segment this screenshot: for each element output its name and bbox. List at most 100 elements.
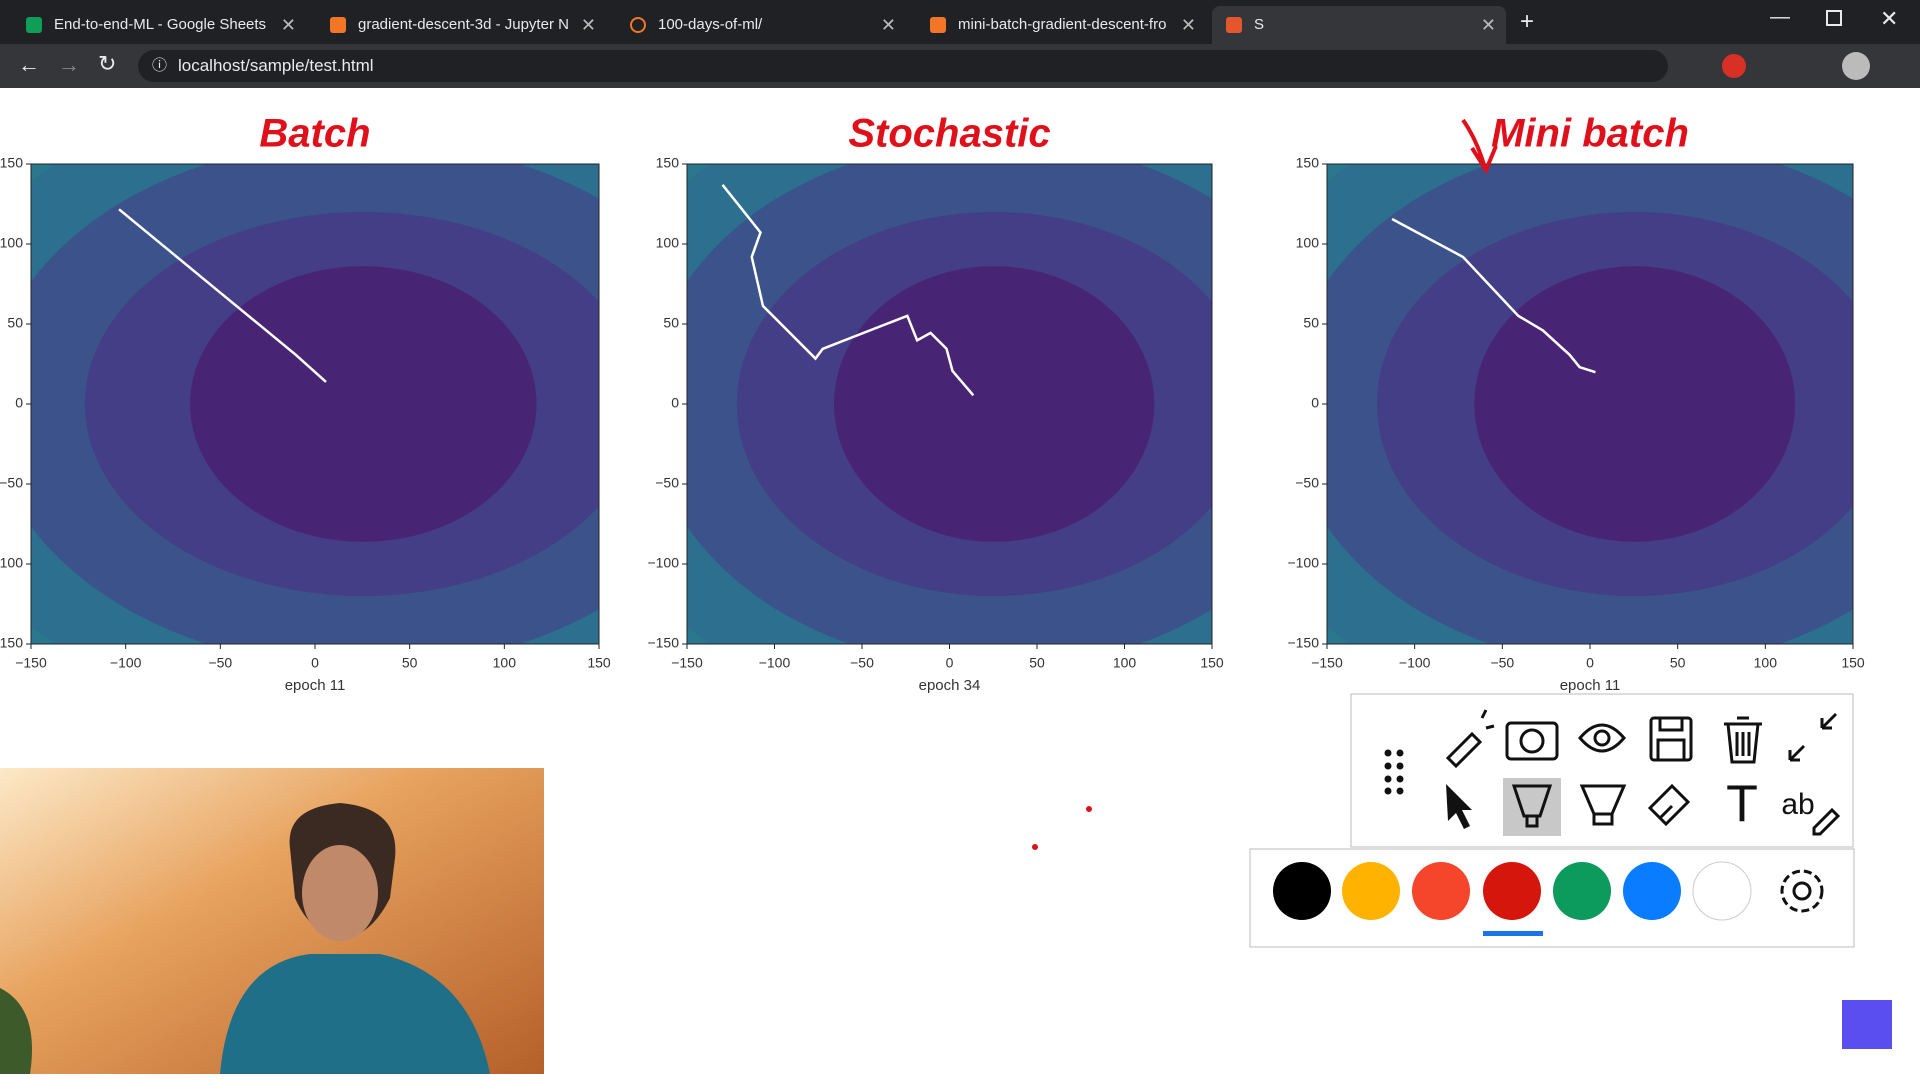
draw-toolbar: T ab bbox=[1249, 693, 1855, 948]
text-tool[interactable]: T bbox=[1726, 776, 1758, 834]
tab[interactable]: S ✕ bbox=[1212, 6, 1506, 44]
toolbar: ← → ↻ ⓘ localhost/sample/test.html bbox=[0, 44, 1920, 88]
y-tick-label: −150 bbox=[1287, 635, 1319, 651]
laser-tool[interactable] bbox=[1445, 709, 1495, 769]
minimize[interactable]: — bbox=[1770, 6, 1790, 28]
color-swatch[interactable] bbox=[1273, 862, 1331, 920]
y-tick-label: 100 bbox=[656, 235, 680, 251]
reload[interactable]: ↻ bbox=[98, 51, 117, 76]
x-tick-label: −100 bbox=[1399, 655, 1431, 671]
x-tick-label: −150 bbox=[15, 655, 47, 671]
plot: −150 −100 −50 0 50 100 150 −150 −100 −50 0 50 100 150… bbox=[0, 112, 611, 694]
delete-tool[interactable] bbox=[1724, 716, 1762, 764]
y-tick-label: −100 bbox=[1287, 555, 1319, 571]
content: −150 −100 −50 0 50 100 150 −150 −100 −50 0 50 100 150… bbox=[0, 112, 1892, 1074]
contour bbox=[687, 164, 1212, 644]
y-tick-label: 150 bbox=[1296, 155, 1320, 171]
y-tick-label: −50 bbox=[655, 475, 679, 491]
y-tick-label: 0 bbox=[15, 395, 23, 411]
x-tick-label: 150 bbox=[587, 655, 611, 671]
tab-title: gradient-descent-3d - Jupyter N bbox=[358, 16, 569, 33]
eraser-tool[interactable] bbox=[1647, 783, 1691, 827]
back[interactable]: ← bbox=[18, 52, 40, 77]
x-tick-label: −150 bbox=[1311, 655, 1343, 671]
drag-handle[interactable] bbox=[1384, 749, 1404, 795]
contour bbox=[1327, 164, 1853, 644]
plot: −150 −100 −50 0 50 100 150 −150 −100 −50 0 50 100 150… bbox=[647, 112, 1224, 694]
url: localhost/sample/test.html bbox=[178, 56, 374, 75]
tab-close[interactable]: ✕ bbox=[1480, 15, 1496, 35]
color-swatch[interactable] bbox=[1553, 862, 1611, 920]
highlight-text-tool[interactable]: ab bbox=[1781, 788, 1814, 821]
y-tick-label: −150 bbox=[647, 635, 679, 651]
pointer-tool[interactable] bbox=[1446, 784, 1472, 829]
x-tick-label: −50 bbox=[1490, 655, 1514, 671]
handwritten-title: Mini batch bbox=[1491, 112, 1689, 156]
address-bar[interactable]: ⓘ localhost/sample/test.html bbox=[138, 50, 1668, 82]
x-tick-label: −150 bbox=[671, 655, 703, 671]
tab-close[interactable]: ✕ bbox=[280, 15, 296, 35]
x-tick-label: −100 bbox=[110, 655, 142, 671]
forward[interactable]: → bbox=[58, 52, 80, 77]
tool-panel bbox=[1350, 693, 1854, 848]
tab[interactable]: gradient-descent-3d - Jupyter N ✕ bbox=[316, 6, 606, 44]
y-tick-label: 100 bbox=[0, 235, 23, 251]
x-tick-label: 0 bbox=[311, 655, 319, 671]
color-swatch[interactable] bbox=[1342, 862, 1400, 920]
tab-icon bbox=[630, 17, 646, 33]
x-tick-label: −50 bbox=[850, 655, 874, 671]
corner-widget[interactable] bbox=[1842, 1000, 1892, 1049]
tab-close[interactable]: ✕ bbox=[1174, 6, 1196, 44]
tab-title: S bbox=[1254, 16, 1265, 33]
x-tick-label: 100 bbox=[1113, 655, 1137, 671]
y-tick-label: −100 bbox=[0, 555, 23, 571]
tab-icon bbox=[1226, 17, 1242, 33]
tab-title: 100-days-of-ml/ bbox=[658, 16, 763, 33]
x-tick-label: 150 bbox=[1200, 655, 1224, 671]
x-axis-label: epoch 11 bbox=[285, 677, 346, 694]
contour bbox=[31, 164, 599, 644]
y-tick-label: −50 bbox=[0, 475, 23, 491]
trajectory bbox=[721, 184, 975, 397]
extension[interactable] bbox=[1722, 54, 1746, 78]
trajectory bbox=[1391, 217, 1596, 374]
trajectory bbox=[118, 208, 327, 383]
view-tool[interactable] bbox=[1578, 723, 1626, 753]
tab-close[interactable]: ✕ bbox=[574, 6, 596, 44]
ink-dot bbox=[1032, 844, 1038, 850]
x-tick-label: 0 bbox=[1586, 655, 1594, 671]
tab[interactable]: End-to-end-ML - Google Sheets ✕ bbox=[12, 6, 306, 44]
handwritten-title: Batch bbox=[259, 112, 370, 156]
screenshot-tool[interactable] bbox=[1505, 721, 1559, 761]
tab[interactable]: mini-batch-gradient-descent-fro ✕ bbox=[916, 6, 1206, 44]
y-tick-label: 50 bbox=[7, 315, 23, 331]
x-tick-label: −50 bbox=[208, 655, 232, 671]
y-tick-label: −150 bbox=[0, 635, 23, 651]
y-tick-label: 50 bbox=[1303, 315, 1319, 331]
new-tab[interactable]: + bbox=[1520, 8, 1535, 35]
plots: −150 −100 −50 0 50 100 150 −150 −100 −50 0 50 100 150… bbox=[0, 112, 1865, 694]
x-tick-label: 50 bbox=[1029, 655, 1045, 671]
x-axis-label: epoch 11 bbox=[1560, 677, 1621, 694]
tab-close[interactable]: ✕ bbox=[880, 15, 896, 35]
ink-dot bbox=[1086, 806, 1092, 812]
tab[interactable]: 100-days-of-ml/ ✕ bbox=[616, 6, 906, 44]
color-swatch[interactable] bbox=[1483, 862, 1541, 920]
highlighter-tool[interactable] bbox=[1579, 784, 1627, 826]
settings-button[interactable] bbox=[1780, 869, 1824, 913]
close-window[interactable]: ✕ bbox=[1880, 6, 1899, 31]
y-tick-label: −50 bbox=[1295, 475, 1319, 491]
info-icon: ⓘ bbox=[152, 57, 168, 74]
color-swatch[interactable] bbox=[1412, 862, 1470, 920]
color-panel bbox=[1249, 848, 1855, 948]
pen-tool[interactable] bbox=[1511, 784, 1553, 828]
restore[interactable] bbox=[1826, 10, 1842, 26]
profile[interactable] bbox=[1842, 52, 1870, 80]
collapse-tool[interactable] bbox=[1788, 712, 1838, 762]
color-swatch[interactable] bbox=[1623, 862, 1681, 920]
color-swatch[interactable] bbox=[1692, 861, 1752, 921]
x-tick-label: 50 bbox=[1670, 655, 1686, 671]
y-tick-label: 50 bbox=[663, 315, 679, 331]
save-tool[interactable] bbox=[1649, 716, 1693, 762]
x-tick-label: 0 bbox=[946, 655, 954, 671]
